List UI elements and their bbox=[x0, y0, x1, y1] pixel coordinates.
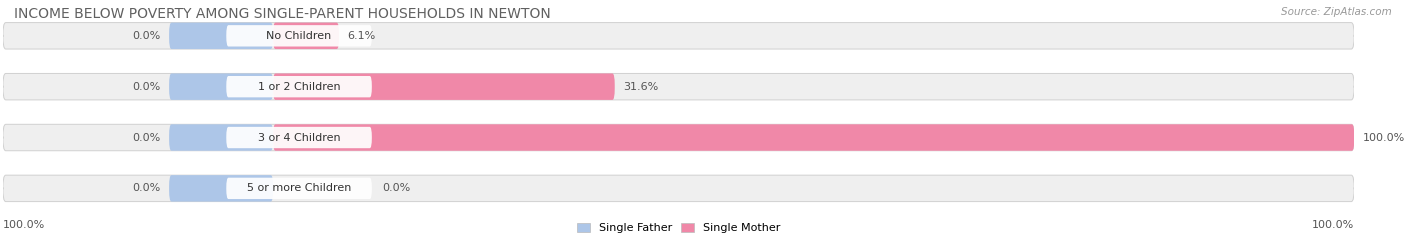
FancyBboxPatch shape bbox=[3, 124, 1354, 151]
FancyBboxPatch shape bbox=[3, 23, 1354, 49]
Text: 0.0%: 0.0% bbox=[132, 133, 160, 143]
Text: 1 or 2 Children: 1 or 2 Children bbox=[257, 82, 340, 92]
FancyBboxPatch shape bbox=[169, 175, 273, 202]
FancyBboxPatch shape bbox=[169, 73, 273, 100]
Text: 100.0%: 100.0% bbox=[1362, 133, 1405, 143]
FancyBboxPatch shape bbox=[3, 175, 1354, 202]
Text: 0.0%: 0.0% bbox=[382, 183, 411, 193]
Text: 6.1%: 6.1% bbox=[347, 31, 375, 41]
FancyBboxPatch shape bbox=[226, 76, 371, 97]
Text: Source: ZipAtlas.com: Source: ZipAtlas.com bbox=[1281, 7, 1392, 17]
Text: 0.0%: 0.0% bbox=[132, 183, 160, 193]
Text: INCOME BELOW POVERTY AMONG SINGLE-PARENT HOUSEHOLDS IN NEWTON: INCOME BELOW POVERTY AMONG SINGLE-PARENT… bbox=[14, 7, 551, 21]
FancyBboxPatch shape bbox=[169, 23, 273, 49]
Text: 100.0%: 100.0% bbox=[1312, 220, 1354, 230]
Text: 3 or 4 Children: 3 or 4 Children bbox=[257, 133, 340, 143]
Text: No Children: No Children bbox=[267, 31, 332, 41]
FancyBboxPatch shape bbox=[169, 124, 273, 151]
Legend: Single Father, Single Mother: Single Father, Single Mother bbox=[576, 223, 780, 233]
FancyBboxPatch shape bbox=[273, 124, 1354, 151]
FancyBboxPatch shape bbox=[226, 127, 371, 148]
FancyBboxPatch shape bbox=[226, 178, 371, 199]
Text: 0.0%: 0.0% bbox=[132, 82, 160, 92]
Text: 31.6%: 31.6% bbox=[623, 82, 658, 92]
Text: 100.0%: 100.0% bbox=[3, 220, 45, 230]
FancyBboxPatch shape bbox=[273, 23, 339, 49]
FancyBboxPatch shape bbox=[3, 73, 1354, 100]
FancyBboxPatch shape bbox=[226, 25, 371, 47]
Text: 5 or more Children: 5 or more Children bbox=[247, 183, 352, 193]
Text: 0.0%: 0.0% bbox=[132, 31, 160, 41]
FancyBboxPatch shape bbox=[273, 73, 614, 100]
